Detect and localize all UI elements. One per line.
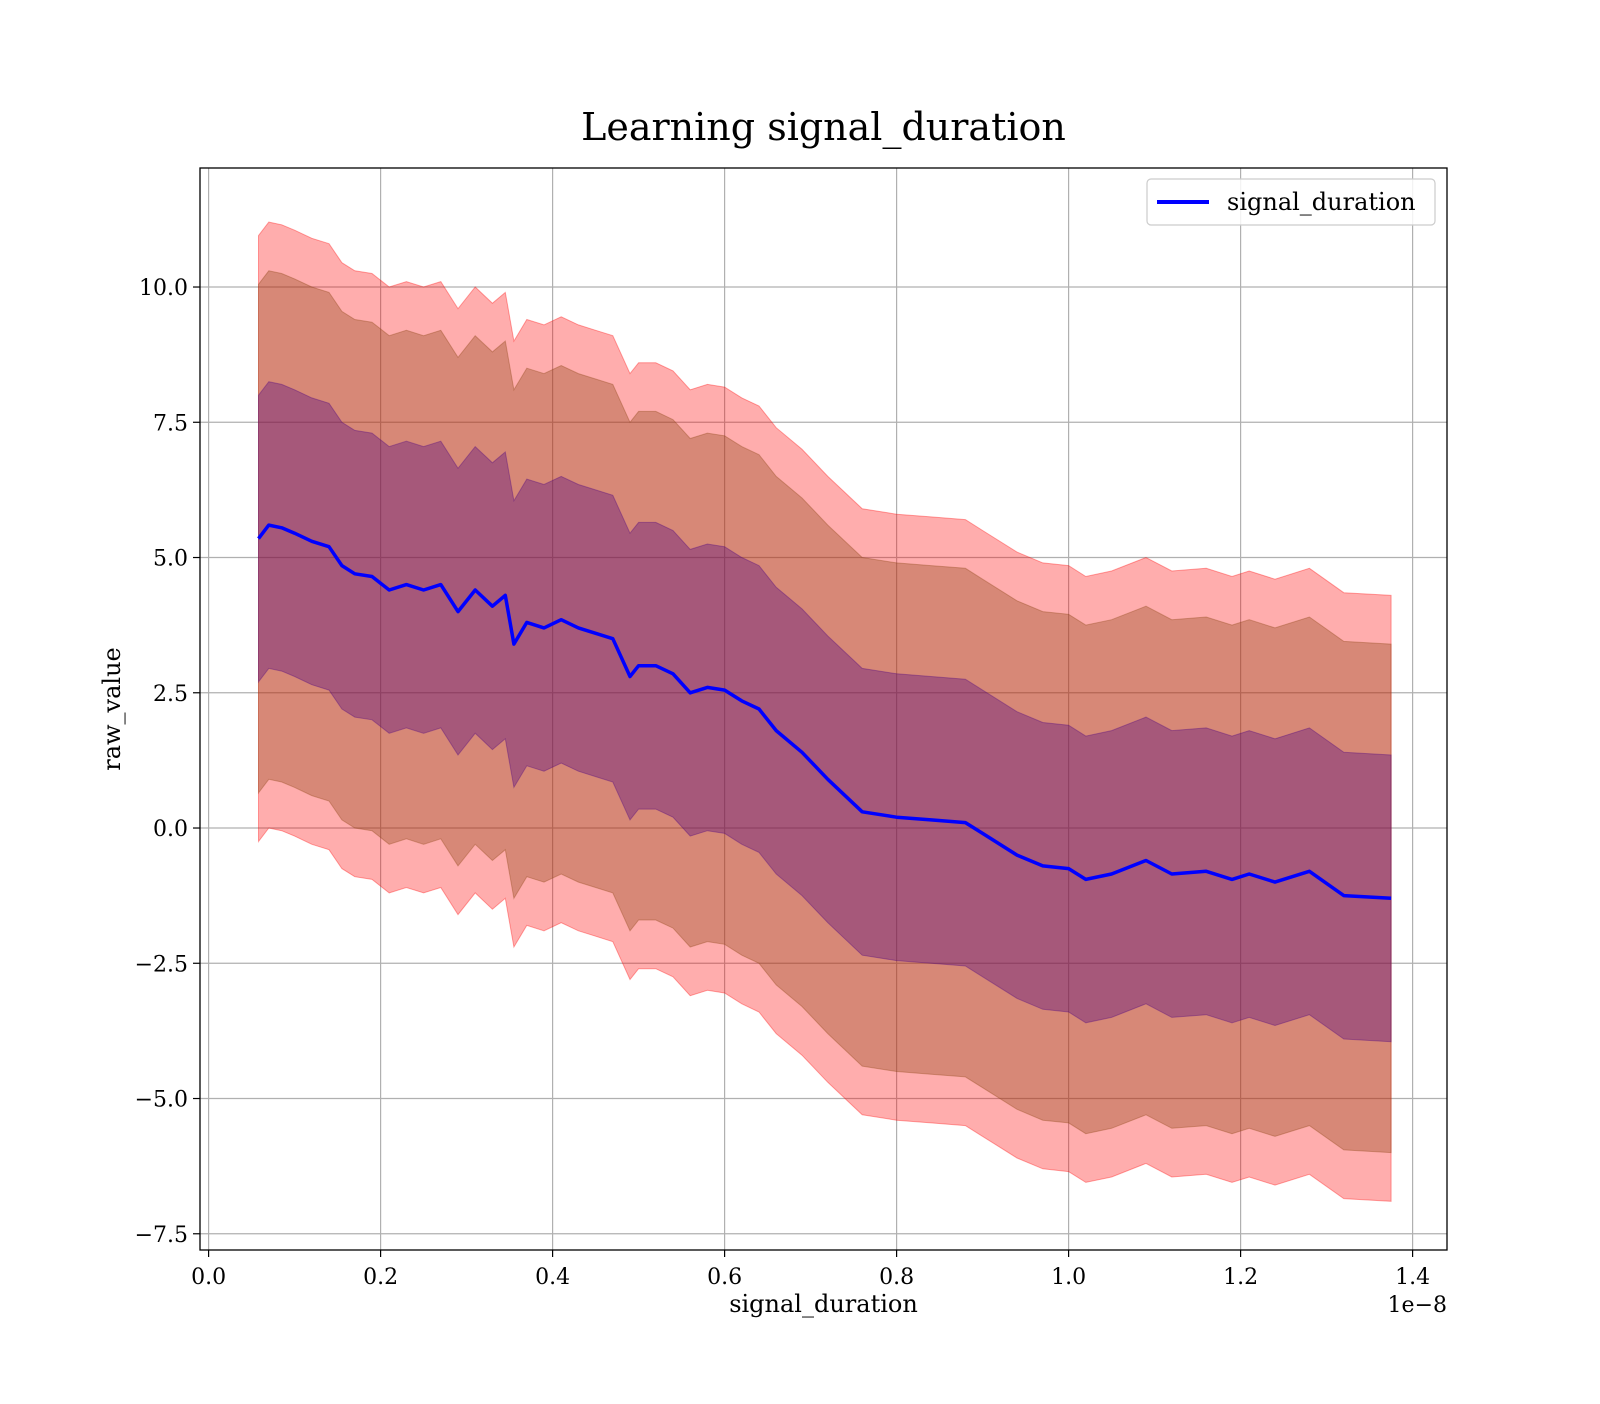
legend-label-signal-duration: signal_duration <box>1227 188 1416 216</box>
y-tick-label: 5.0 <box>153 547 188 572</box>
chart-title: Learning signal_duration <box>581 105 1066 150</box>
confidence-band-1 <box>258 270 1392 1154</box>
y-axis-label: raw_value <box>98 647 126 771</box>
legend-box <box>1146 178 1436 226</box>
x-tick-label: 1.4 <box>1395 1265 1430 1290</box>
y-tick-label: −2.5 <box>135 952 188 977</box>
plot-frame <box>199 167 1448 1251</box>
y-tick-label: 0.0 <box>153 817 188 842</box>
confidence-band-2 <box>258 381 1392 1043</box>
y-tick-label: 7.5 <box>153 411 188 436</box>
grid <box>200 168 1447 1250</box>
x-tick-label: 1.0 <box>1051 1265 1086 1290</box>
series-lines <box>257 523 1392 901</box>
axis-ticks: 0.0 0.2 0.4 0.6 0.8 1.0 1.2 1.4 −7.5 −5.0 −2.5 0.0 2… <box>135 276 1431 1290</box>
x-tick-label: 0.8 <box>879 1265 914 1290</box>
y-tick-label: −5.0 <box>135 1088 188 1113</box>
x-tick-label: 0.6 <box>707 1265 742 1290</box>
x-axis-label: signal_duration <box>729 1290 918 1318</box>
x-tick-label: 0.4 <box>535 1265 570 1290</box>
legend: signal_duration <box>1146 178 1436 226</box>
series-line-signal-duration <box>257 523 1392 901</box>
y-tick-label: 2.5 <box>153 682 188 707</box>
confidence-band-0 <box>258 221 1392 1202</box>
y-tick-label: 10.0 <box>139 276 188 301</box>
x-axis-offset-label: 1e−8 <box>1388 1293 1447 1318</box>
confidence-bands <box>258 221 1392 1202</box>
x-tick-label: 0.2 <box>363 1265 398 1290</box>
x-tick-label: 0.0 <box>191 1265 226 1290</box>
x-tick-label: 1.2 <box>1223 1265 1258 1290</box>
y-tick-label: −7.5 <box>135 1223 188 1248</box>
